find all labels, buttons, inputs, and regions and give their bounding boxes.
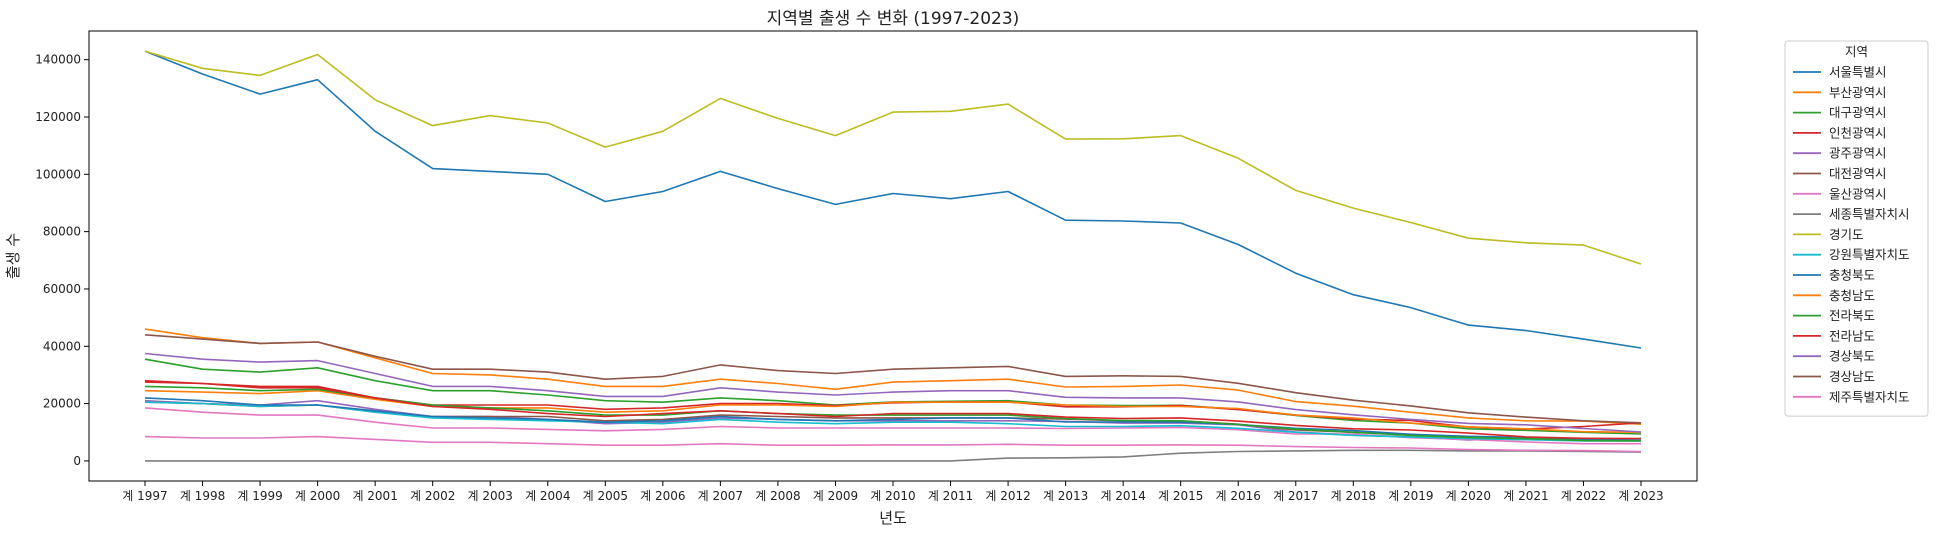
chart-title: 지역별 출생 수 변화 (1997-2023) [767, 9, 1020, 29]
x-tick-label: 계 2017 [1273, 489, 1318, 503]
x-tick-label: 계 2019 [1388, 489, 1433, 503]
legend-label: 전라남도 [1829, 328, 1875, 343]
y-tick-label: 120000 [35, 110, 81, 124]
x-tick-label: 계 2015 [1158, 489, 1203, 503]
legend-item: 충청남도 [1793, 288, 1875, 303]
series-line-1 [144, 50, 1642, 349]
legend-item: 전라북도 [1793, 308, 1875, 323]
legend-label: 충청북도 [1829, 268, 1875, 283]
x-tick-label: 계 2004 [525, 489, 570, 503]
series-line-8 [145, 449, 1642, 462]
legend-label: 울산광역시 [1829, 186, 1887, 201]
legend-item: 제주특별자치도 [1793, 389, 1910, 404]
y-tick-label: 40000 [43, 339, 81, 353]
legend-label: 경기도 [1829, 227, 1864, 242]
series-layer [144, 50, 1642, 462]
series-line-17 [144, 435, 1642, 453]
y-tick-label: 100000 [35, 167, 81, 181]
legend-box [1784, 40, 1929, 417]
x-tick-label: 계 2007 [698, 489, 743, 503]
x-tick-label: 계 2000 [295, 489, 340, 503]
x-tick-label: 계 2009 [813, 489, 858, 503]
series-line-10 [144, 401, 1641, 442]
x-tick-label: 계 2010 [870, 489, 915, 503]
legend-label: 충청남도 [1829, 288, 1875, 303]
legend-label: 부산광역시 [1829, 85, 1887, 100]
x-tick-label: 계 2016 [1216, 489, 1261, 503]
y-tick-label: 80000 [43, 225, 81, 239]
legend-item: 경상남도 [1793, 369, 1875, 384]
legend: 지역 서울특별시부산광역시대구광역시인천광역시광주광역시대전광역시울산광역시세종… [1784, 40, 1929, 417]
legend-label: 광주광역시 [1829, 146, 1887, 161]
x-tick-label: 계 2022 [1561, 489, 1606, 503]
x-tick-label: 계 2013 [1043, 489, 1088, 503]
x-tick-label: 계 2005 [583, 489, 628, 503]
x-tick-label: 계 2002 [410, 489, 455, 503]
legend-item: 경기도 [1793, 227, 1864, 242]
legend-item: 세종특별자치시 [1793, 207, 1910, 222]
x-axis-title: 년도 [879, 509, 907, 527]
x-tick-label: 계 2012 [985, 489, 1030, 503]
legend-label: 서울특별시 [1829, 65, 1887, 80]
y-tick-label: 140000 [35, 53, 81, 67]
legend-item: 강원특별자치도 [1793, 247, 1910, 262]
legend-label: 강원특별자치도 [1829, 247, 1910, 262]
x-tick-label: 계 2018 [1331, 489, 1376, 503]
legend-label: 인천광역시 [1829, 125, 1887, 140]
legend-item: 경상북도 [1793, 349, 1875, 364]
legend-label: 대구광역시 [1829, 105, 1887, 120]
x-tick-label: 계 2023 [1618, 489, 1663, 503]
x-tick-label: 계 2001 [352, 489, 397, 503]
legend-label: 대전광역시 [1829, 166, 1887, 181]
legend-items: 서울특별시부산광역시대구광역시인천광역시광주광역시대전광역시울산광역시세종특별자… [1793, 65, 1910, 404]
series-line-14 [144, 381, 1642, 440]
legend-label: 경상남도 [1829, 369, 1875, 384]
legend-item: 광주광역시 [1793, 146, 1887, 161]
legend-label: 세종특별자치시 [1829, 207, 1910, 222]
series-line-12 [144, 389, 1642, 434]
x-tick-label: 계 2003 [468, 489, 513, 503]
x-tick-label: 계 2006 [640, 489, 685, 503]
series-line-9 [144, 50, 1642, 265]
legend-label: 제주특별자치도 [1829, 389, 1910, 404]
x-tick-label: 계 1997 [122, 489, 167, 503]
legend-label: 전라북도 [1829, 308, 1875, 323]
legend-item: 인천광역시 [1793, 125, 1887, 140]
x-tick-label: 계 1998 [180, 489, 225, 503]
legend-item: 대전광역시 [1793, 166, 1887, 181]
legend-title: 지역 [1845, 44, 1868, 59]
y-tick-label: 0 [73, 454, 81, 468]
x-tick-label: 계 1999 [237, 489, 282, 503]
x-tick-label: 계 2021 [1503, 489, 1548, 503]
y-tick-label: 20000 [43, 397, 81, 411]
series-line-15 [144, 352, 1642, 433]
legend-item: 부산광역시 [1793, 85, 1887, 100]
series-line-16 [144, 334, 1642, 424]
y-axis-title: 출생 수 [4, 233, 22, 279]
legend-item: 울산광역시 [1793, 186, 1887, 201]
series-line-11 [144, 397, 1642, 442]
legend-label: 경상북도 [1829, 349, 1875, 364]
x-tick-label: 계 2020 [1446, 489, 1491, 503]
legend-item: 전라남도 [1793, 328, 1875, 343]
legend-item: 대구광역시 [1793, 105, 1887, 120]
axes-layer: 0 20000 40000 60000 80000 100000 120000 140000 계… [35, 30, 1698, 503]
legend-item: 서울특별시 [1793, 65, 1887, 80]
x-tick-label: 계 2014 [1100, 489, 1145, 503]
series-line-2 [144, 328, 1642, 425]
y-tick-label: 60000 [43, 282, 81, 296]
x-tick-label: 계 2011 [928, 489, 973, 503]
x-tick-label: 계 2008 [755, 489, 800, 503]
legend-item: 충청북도 [1793, 268, 1875, 283]
